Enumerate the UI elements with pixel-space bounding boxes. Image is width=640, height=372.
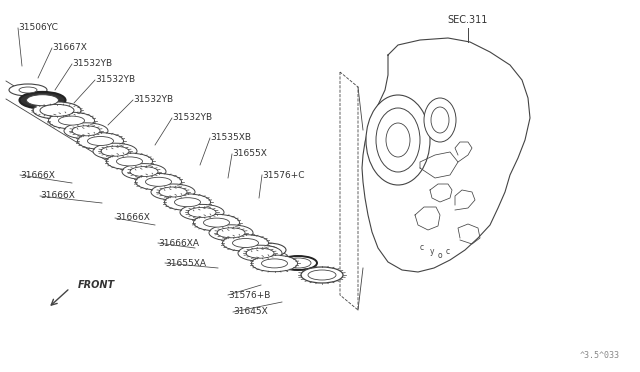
Ellipse shape <box>238 245 282 261</box>
Ellipse shape <box>232 238 259 247</box>
Ellipse shape <box>72 126 100 136</box>
Ellipse shape <box>122 164 166 180</box>
Text: 31576+C: 31576+C <box>262 170 305 180</box>
Text: SEC.311: SEC.311 <box>448 15 488 25</box>
Ellipse shape <box>33 102 81 119</box>
Text: c: c <box>446 247 450 257</box>
Ellipse shape <box>64 123 108 139</box>
Ellipse shape <box>145 177 172 186</box>
Ellipse shape <box>285 258 311 268</box>
Ellipse shape <box>106 153 152 170</box>
Text: 31532YB: 31532YB <box>95 76 135 84</box>
Ellipse shape <box>204 218 230 227</box>
Ellipse shape <box>136 173 182 190</box>
Ellipse shape <box>209 225 253 241</box>
Ellipse shape <box>164 194 211 211</box>
Text: 31655X: 31655X <box>232 150 267 158</box>
Ellipse shape <box>188 208 216 217</box>
Text: 31532YB: 31532YB <box>172 113 212 122</box>
Ellipse shape <box>308 270 336 280</box>
Ellipse shape <box>246 248 274 258</box>
Text: y: y <box>429 247 435 257</box>
Ellipse shape <box>9 84 47 96</box>
Ellipse shape <box>223 235 269 251</box>
Ellipse shape <box>252 255 298 272</box>
Ellipse shape <box>301 267 343 283</box>
Ellipse shape <box>175 198 200 207</box>
Ellipse shape <box>19 87 37 93</box>
Text: FRONT: FRONT <box>78 280 115 290</box>
Ellipse shape <box>424 98 456 142</box>
Text: 31532YB: 31532YB <box>133 96 173 105</box>
Ellipse shape <box>262 259 287 268</box>
Text: 31666X: 31666X <box>40 192 75 201</box>
Ellipse shape <box>376 108 420 172</box>
Ellipse shape <box>116 157 143 166</box>
Text: 31666XA: 31666XA <box>158 238 199 247</box>
Ellipse shape <box>88 137 113 145</box>
Ellipse shape <box>386 123 410 157</box>
Ellipse shape <box>250 243 286 257</box>
Text: o: o <box>438 251 442 260</box>
Text: 31645X: 31645X <box>233 308 268 317</box>
Ellipse shape <box>431 107 449 133</box>
Text: 31667X: 31667X <box>52 44 87 52</box>
Ellipse shape <box>26 95 58 106</box>
Ellipse shape <box>101 146 129 156</box>
Text: 31506YC: 31506YC <box>18 23 58 32</box>
Ellipse shape <box>77 133 124 149</box>
Ellipse shape <box>366 95 430 185</box>
Ellipse shape <box>40 105 74 116</box>
Ellipse shape <box>279 256 317 270</box>
Ellipse shape <box>93 143 137 159</box>
Ellipse shape <box>49 112 95 129</box>
Ellipse shape <box>258 246 278 254</box>
Ellipse shape <box>151 184 195 200</box>
Text: ^3.5^033: ^3.5^033 <box>580 351 620 360</box>
Text: 31666X: 31666X <box>115 214 150 222</box>
Text: 31535XB: 31535XB <box>210 134 251 142</box>
Ellipse shape <box>193 214 239 231</box>
Text: 31655XA: 31655XA <box>165 259 206 267</box>
Ellipse shape <box>58 116 84 125</box>
Text: c: c <box>420 244 424 253</box>
Ellipse shape <box>217 228 245 238</box>
Ellipse shape <box>180 204 224 220</box>
Text: 31666X: 31666X <box>20 170 55 180</box>
Text: 31532YB: 31532YB <box>72 60 112 68</box>
Ellipse shape <box>159 187 187 197</box>
Ellipse shape <box>19 92 65 109</box>
Text: 31576+B: 31576+B <box>228 291 270 299</box>
Ellipse shape <box>130 167 158 177</box>
